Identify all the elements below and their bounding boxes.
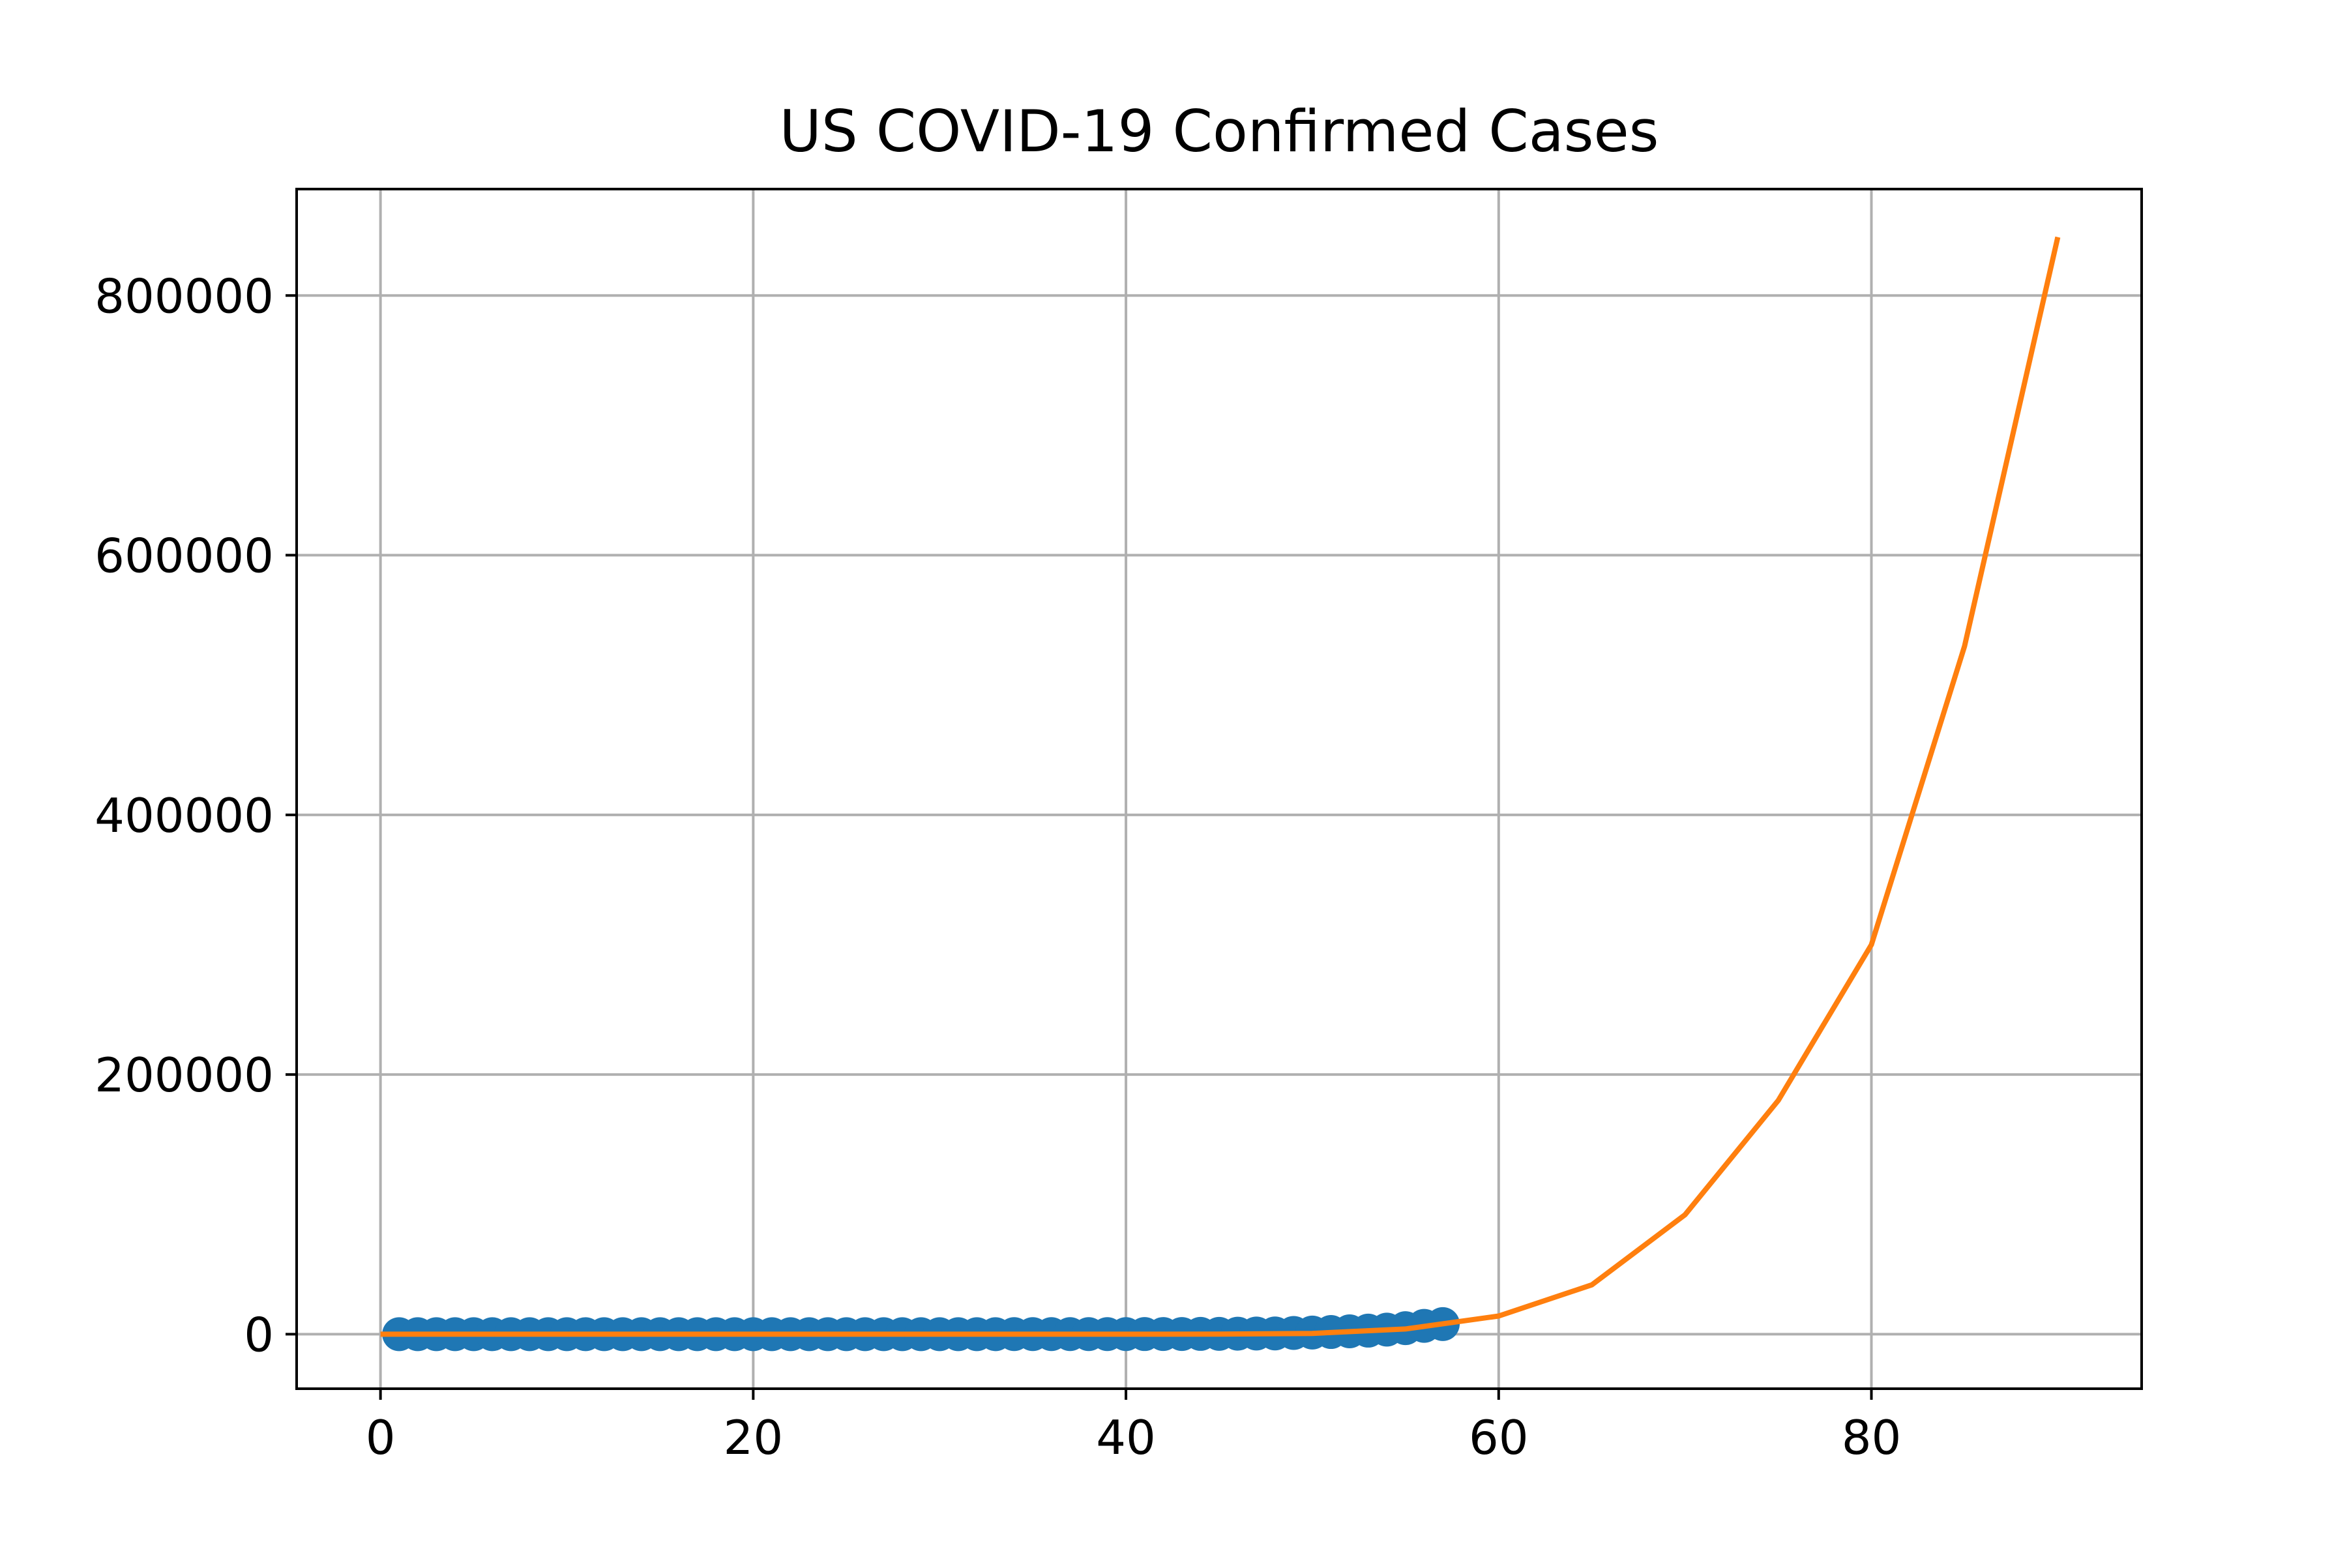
tick-layer: 0 20 40 60 80 0 200000 400000 600000 800000 xyxy=(95,269,1901,1465)
x-tick-label: 40 xyxy=(1096,1410,1156,1465)
y-tick-label: 400000 xyxy=(95,788,274,843)
x-tick-label: 0 xyxy=(366,1410,396,1465)
fit-curve xyxy=(380,236,2061,1337)
y-tick-label: 200000 xyxy=(95,1048,274,1102)
y-tick-label: 600000 xyxy=(95,529,274,584)
x-tick-label: 80 xyxy=(1842,1410,1902,1465)
x-tick-label: 20 xyxy=(724,1410,784,1465)
series-layer xyxy=(380,236,2061,1352)
y-tick-label: 0 xyxy=(244,1307,274,1362)
x-tick-label: 60 xyxy=(1469,1410,1529,1465)
y-tick-label: 800000 xyxy=(95,269,274,323)
chart-title: US COVID-19 Confirmed Cases xyxy=(779,98,1659,165)
plot-frame xyxy=(295,188,2143,1390)
